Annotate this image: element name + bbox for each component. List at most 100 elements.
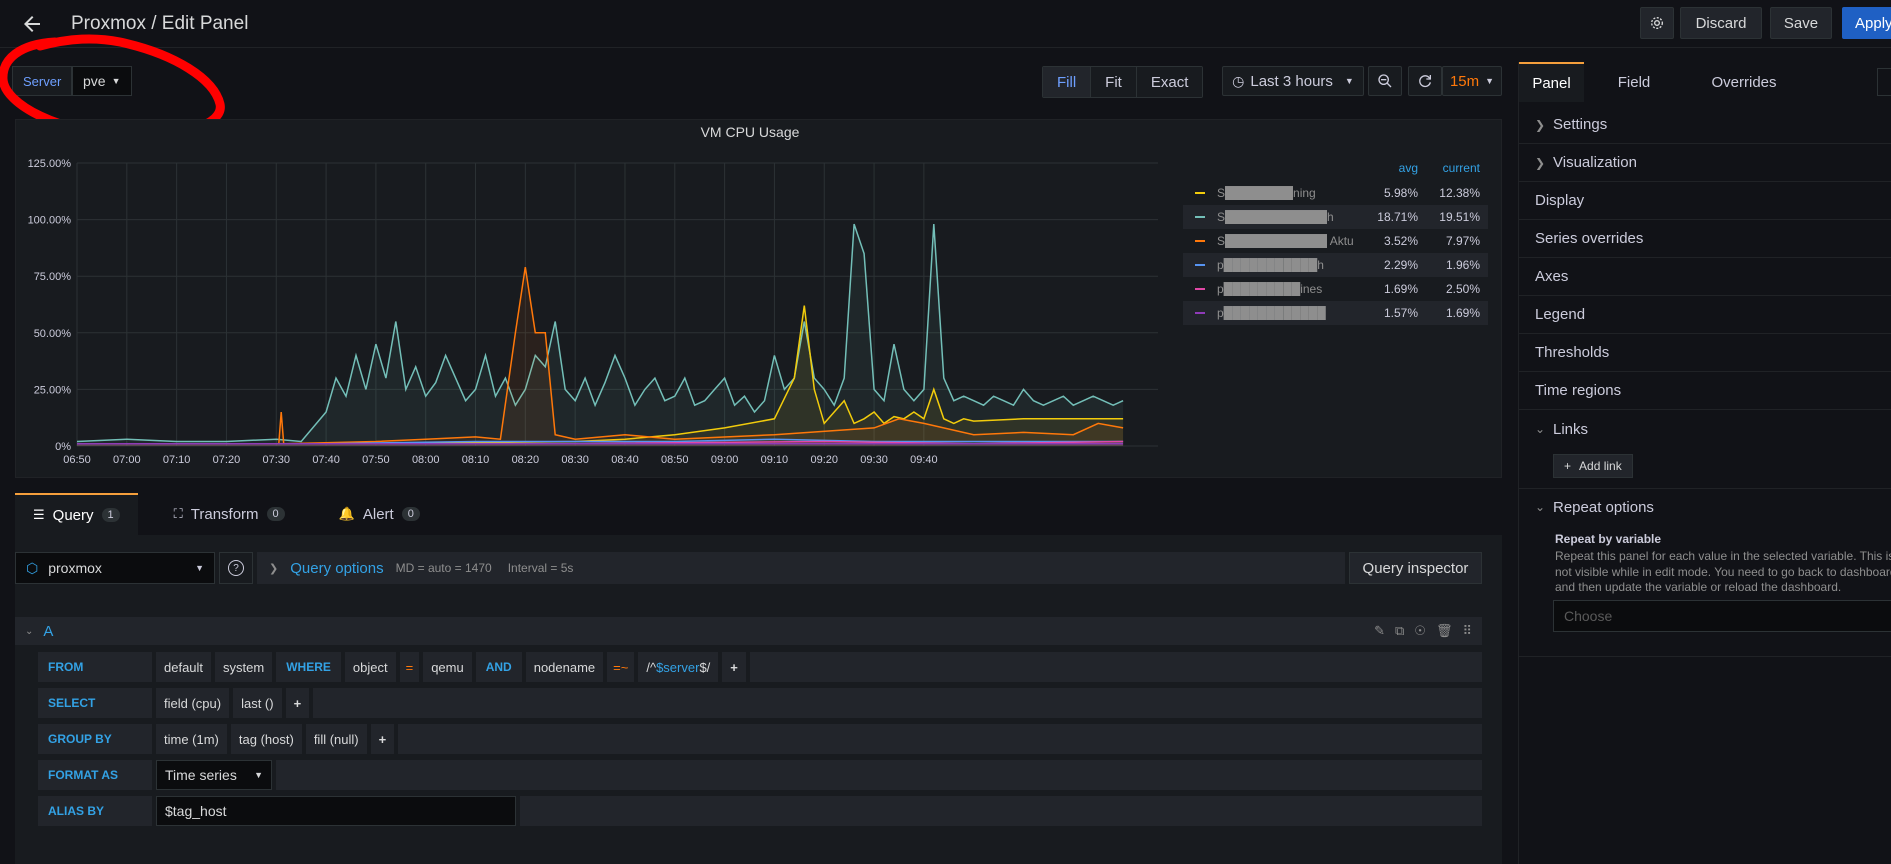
apply-button[interactable]: Apply xyxy=(1842,7,1891,39)
view-mode-fit[interactable]: Fit xyxy=(1091,67,1137,97)
sidebar-tab-panel[interactable]: Panel xyxy=(1519,62,1584,102)
repeat-variable-placeholder: Choose xyxy=(1564,608,1613,624)
sidebar-tab-field[interactable]: Field xyxy=(1617,73,1651,91)
and-keyword: AND xyxy=(475,652,522,682)
chevron-down-icon: ⌄ xyxy=(25,625,34,637)
datasource-picker[interactable]: ⬡ proxmox ▼ xyxy=(15,552,215,584)
legend-row[interactable]: S████████████ Aktuell 3.52% 7.97% xyxy=(1183,229,1488,253)
chevron-down-icon: ⌄ xyxy=(1535,422,1546,436)
query-options-bar[interactable]: ❯ Query options MD = auto = 1470 Interva… xyxy=(257,552,1345,584)
tab-alert-label: Alert xyxy=(362,505,394,523)
add-link-button[interactable]: + Add link xyxy=(1553,454,1633,478)
back-arrow-icon[interactable] xyxy=(18,10,46,38)
datasource-icon: ⬡ xyxy=(26,559,39,576)
section-repeat-options[interactable]: ⌄ Repeat options xyxy=(1519,488,1891,526)
query-row-header[interactable]: ⌄ A ✎ ⧉ ☉ 🗑 ⠿ xyxy=(15,617,1482,645)
drag-handle-icon[interactable]: ⠿ xyxy=(1462,623,1472,638)
where-value-server[interactable]: /^ $server $/ xyxy=(638,652,719,682)
x-tick-label: 09:00 xyxy=(711,454,739,466)
section-thresholds[interactable]: Thresholds xyxy=(1519,334,1891,372)
chevron-down-icon: ▼ xyxy=(195,563,204,573)
add-select-button[interactable]: + xyxy=(285,688,310,718)
eye-icon[interactable]: ☉ xyxy=(1414,623,1426,638)
refresh-interval-picker[interactable]: 15m ▼ xyxy=(1442,66,1502,96)
section-series-overrides[interactable]: Series overrides xyxy=(1519,220,1891,258)
group-by-tag[interactable]: tag (host) xyxy=(230,724,302,754)
section-thresholds-label: Thresholds xyxy=(1535,344,1610,361)
legend-current: 2.50% xyxy=(1445,282,1480,296)
cpu-usage-chart: 0% 25.00% 50.00% 75.00% 100.00% 125.00% 06:50… xyxy=(28,158,1158,466)
legend-row[interactable]: p████████████ 1.57% 1.69% xyxy=(1183,301,1488,325)
view-mode-group: Fill Fit Exact xyxy=(1042,66,1204,98)
section-legend[interactable]: Legend xyxy=(1519,296,1891,334)
add-group-by-button[interactable]: + xyxy=(370,724,395,754)
tab-query[interactable]: ☰ Query 1 xyxy=(15,493,138,535)
legend-row[interactable]: S████████ning 5.98% 12.38% xyxy=(1183,181,1488,205)
tab-alert[interactable]: 🔔 Alert 0 xyxy=(303,493,438,535)
section-axes[interactable]: Axes xyxy=(1519,258,1891,296)
where-operator-1[interactable]: = xyxy=(399,652,420,682)
refresh-icon xyxy=(1419,75,1431,88)
from-table[interactable]: system xyxy=(215,652,273,682)
group-by-time[interactable]: time (1m) xyxy=(156,724,227,754)
x-tick-label: 07:10 xyxy=(163,454,191,466)
legend-avg: 18.71% xyxy=(1377,210,1418,224)
section-display[interactable]: Display xyxy=(1519,182,1891,220)
group-by-fill[interactable]: fill (null) xyxy=(305,724,367,754)
y-tick-label: 0% xyxy=(55,441,71,453)
save-button[interactable]: Save xyxy=(1770,7,1832,39)
section-links[interactable]: ⌄ Links xyxy=(1519,410,1891,448)
duplicate-icon[interactable]: ⧉ xyxy=(1395,623,1405,638)
format-as-select[interactable]: Time series ▼ xyxy=(156,760,272,790)
tab-transform-label: Transform xyxy=(190,505,259,523)
section-visualization-label: Visualization xyxy=(1553,154,1637,171)
x-tick-label: 06:50 xyxy=(63,454,91,466)
from-db[interactable]: default xyxy=(156,652,212,682)
legend-row[interactable]: p█████████ines 1.69% 2.50% xyxy=(1183,277,1488,301)
format-as-row: FORMAT AS Time series ▼ xyxy=(38,760,1482,790)
where-field-nodename[interactable]: nodename xyxy=(525,652,604,682)
sidebar-options-toggle[interactable] xyxy=(1877,68,1891,96)
view-mode-fill[interactable]: Fill xyxy=(1043,67,1092,97)
query-inspector-button[interactable]: Query inspector xyxy=(1349,552,1482,584)
section-visualization[interactable]: ❯ Visualization xyxy=(1519,144,1891,182)
x-tick-label: 07:30 xyxy=(262,454,290,466)
tab-transform[interactable]: ⛶ Transform 0 xyxy=(138,493,303,535)
refresh-button[interactable] xyxy=(1408,66,1442,96)
alias-by-input[interactable]: $tag_host xyxy=(156,796,516,826)
gear-icon xyxy=(1651,17,1663,29)
select-field[interactable]: field (cpu) xyxy=(156,688,230,718)
tab-transform-count: 0 xyxy=(266,507,285,521)
repeat-variable-select[interactable]: Choose xyxy=(1553,600,1891,632)
legend-current: 1.69% xyxy=(1445,306,1480,320)
server-variable-select[interactable]: pve ▼ xyxy=(72,66,132,96)
view-mode-exact[interactable]: Exact xyxy=(1136,67,1203,97)
edit-icon[interactable]: ✎ xyxy=(1374,623,1385,638)
section-time-regions[interactable]: Time regions xyxy=(1519,372,1891,410)
legend-row[interactable]: S████████████h 18.71% 19.51% xyxy=(1183,205,1488,229)
time-range-picker[interactable]: ◷ Last 3 hours ▼ xyxy=(1222,66,1364,96)
trash-icon[interactable]: 🗑 xyxy=(1435,623,1453,638)
sidebar-tab-overrides[interactable]: Overrides xyxy=(1711,73,1777,91)
where-operator-2[interactable]: =~ xyxy=(607,652,635,682)
select-row: SELECT field (cpu) last () + xyxy=(38,688,1482,718)
datasource-help-button[interactable]: ? xyxy=(219,552,253,584)
chevron-right-icon: ❯ xyxy=(1535,155,1546,170)
legend-swatch xyxy=(1195,216,1205,218)
select-function[interactable]: last () xyxy=(233,688,282,718)
select-keyword: SELECT xyxy=(38,688,152,718)
legend-row[interactable]: p███████████h 2.29% 1.96% xyxy=(1183,253,1488,277)
discard-button[interactable]: Discard xyxy=(1680,7,1762,39)
where-field-object[interactable]: object xyxy=(344,652,396,682)
settings-gear-button[interactable] xyxy=(1640,7,1674,39)
x-tick-label: 09:40 xyxy=(910,454,938,466)
legend-current: 7.97% xyxy=(1445,234,1480,248)
add-where-button[interactable]: + xyxy=(722,652,746,682)
where-value-qemu[interactable]: qemu xyxy=(423,652,472,682)
section-settings[interactable]: ❯ Settings xyxy=(1519,106,1891,144)
zoom-out-button[interactable] xyxy=(1368,66,1402,96)
page-title: Proxmox / Edit Panel xyxy=(71,13,249,34)
query-options-label: Query options xyxy=(290,559,384,577)
time-range-label: Last 3 hours xyxy=(1250,72,1333,90)
legend-avg: 2.29% xyxy=(1383,258,1418,272)
